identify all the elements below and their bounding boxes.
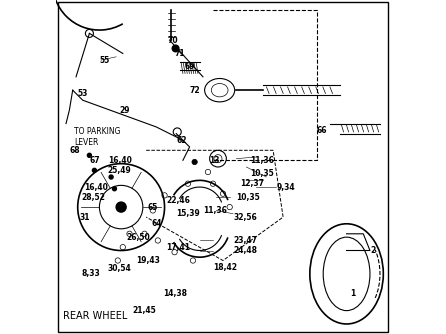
Text: 22,46: 22,46 [166, 196, 190, 205]
Text: 10,35: 10,35 [250, 169, 273, 178]
Text: 13: 13 [210, 156, 220, 165]
Text: 18,42: 18,42 [213, 263, 237, 272]
Text: 10,35: 10,35 [236, 193, 260, 201]
Text: 67: 67 [89, 156, 100, 165]
Text: 25,49: 25,49 [108, 166, 132, 175]
Text: 70: 70 [168, 36, 178, 44]
Text: 72: 72 [190, 86, 200, 95]
Text: REAR WHEEL: REAR WHEEL [63, 311, 127, 321]
Text: 68: 68 [70, 146, 80, 155]
Text: 30,54: 30,54 [108, 265, 132, 273]
Circle shape [92, 168, 96, 172]
Text: 11,36: 11,36 [250, 156, 273, 165]
Text: 66: 66 [317, 126, 327, 135]
Text: 65: 65 [148, 203, 158, 211]
Text: 11,36: 11,36 [203, 206, 227, 215]
Text: 8,33: 8,33 [81, 270, 100, 278]
Text: 26,50: 26,50 [126, 233, 150, 241]
Text: 16,40: 16,40 [84, 183, 108, 191]
Circle shape [112, 187, 116, 191]
Text: 32,56: 32,56 [233, 213, 257, 221]
Text: 16,40: 16,40 [108, 156, 132, 165]
Text: 17,41: 17,41 [166, 243, 190, 252]
Text: 19,43: 19,43 [136, 256, 160, 265]
Circle shape [193, 160, 197, 164]
Circle shape [109, 175, 113, 179]
Text: 2: 2 [370, 246, 375, 255]
Text: 55: 55 [99, 56, 110, 64]
Text: 71: 71 [174, 49, 185, 58]
Text: TO PARKING
LEVER: TO PARKING LEVER [74, 127, 121, 147]
Text: 28,52: 28,52 [81, 193, 105, 201]
Text: 31: 31 [79, 213, 90, 221]
Text: 1: 1 [350, 290, 355, 298]
Text: 21,45: 21,45 [133, 306, 157, 315]
Circle shape [87, 153, 91, 157]
Text: 29: 29 [120, 106, 130, 115]
Text: 69: 69 [185, 62, 195, 71]
Text: 15,39: 15,39 [176, 209, 200, 218]
Text: 9,34: 9,34 [277, 183, 295, 191]
Text: 53: 53 [78, 89, 88, 98]
Text: 14,38: 14,38 [163, 290, 187, 298]
Text: 24,48: 24,48 [233, 246, 257, 255]
Text: 62: 62 [176, 136, 187, 145]
Text: 64: 64 [151, 219, 162, 228]
Text: 12,37: 12,37 [240, 179, 264, 188]
FancyBboxPatch shape [58, 2, 388, 332]
Circle shape [116, 202, 126, 212]
Circle shape [172, 45, 179, 52]
Text: 23,47: 23,47 [233, 236, 257, 245]
